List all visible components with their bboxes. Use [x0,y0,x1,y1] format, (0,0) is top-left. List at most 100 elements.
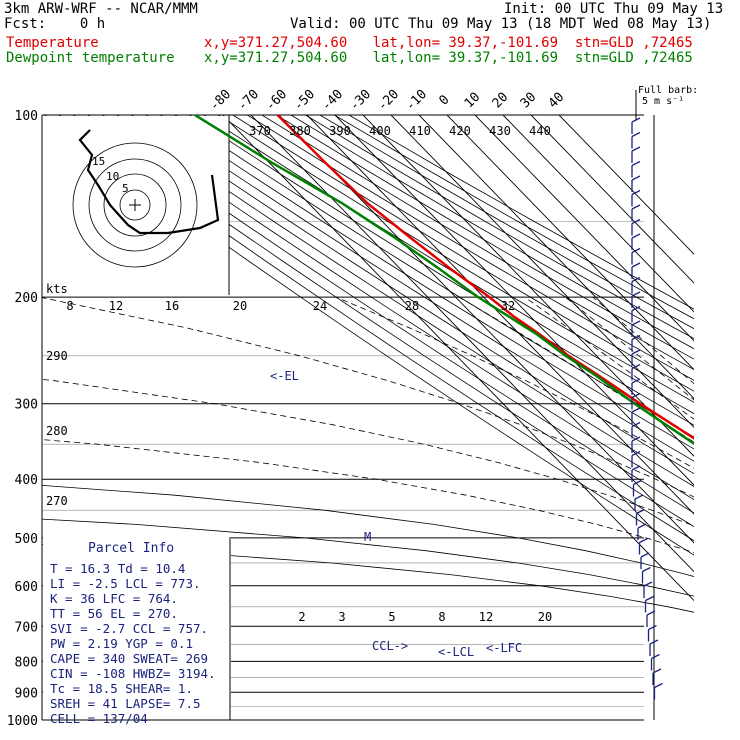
dry-adiabat-360 [203,115,694,415]
dry-adiabat-440 [319,115,694,330]
temperature-tick--30: -30 [347,87,374,114]
mixing-ratio-label-3: 3 [338,610,345,624]
wind-barb-feather [654,682,663,689]
dry-adiabat-310 [131,115,694,475]
dry-adiabat-320 [145,115,694,462]
wind-barb-feather [639,537,648,544]
isotherm--80 [222,115,694,602]
theta-label-410: 410 [409,124,431,138]
wind-barb-feather [631,117,641,123]
hodograph-speed-label-28: 28 [405,299,419,313]
wind-barb-feather [631,421,641,428]
pressure-label-200: 200 [15,291,38,306]
pressure-label-300: 300 [15,398,38,413]
wind-barb-feather [631,247,641,254]
wind-barb-feather [631,349,641,355]
wind-barb-feather [643,581,653,587]
hodograph-speed-label-8: 8 [66,299,73,313]
dry-adiabat-340 [174,115,694,438]
dry-adiabat-370 [218,115,694,403]
theta-e-label-290: 290 [46,349,68,363]
sounding-series [194,115,694,446]
isotherm-30 [530,115,694,284]
wind-barb-feather [652,668,662,674]
parcel-info-row: CAPE = 340 SWEAT= 269 [50,651,208,666]
wind-barb-feather [631,233,641,239]
moist-adiabat-10 [42,297,694,498]
dry-adiabat-280 [87,115,694,514]
wind-barb-feather [631,146,641,152]
parcel-panel-background [43,537,231,719]
mixing-ratio-label-8: 8 [438,610,445,624]
wind-barb-feather [634,494,644,500]
isotherm--60 [278,115,694,544]
hodograph-ring-2 [88,158,182,252]
wind-barb-feather [649,639,659,645]
hodograph-ring-label-5: 5 [122,182,129,195]
isotherm--20 [390,115,694,428]
mixing-ratio-label-2: 2 [298,610,305,624]
theta-label-430: 430 [489,124,511,138]
temperature-tick--10: -10 [403,87,430,114]
hodograph-ring-1 [103,173,167,237]
wind-barb-feather [651,653,660,660]
temperature-tick--20: -20 [375,87,402,114]
isotherm--10 [418,115,694,400]
wind-barb-feather [631,334,641,341]
moist-adiabat-lines [42,296,694,720]
theta-label-400: 400 [369,124,391,138]
moist-adiabat-6 [42,378,694,527]
isotherm-40 [558,115,694,255]
moist-adiabat-14 [335,296,694,469]
wind-barb-feather [642,566,651,573]
valid-time: Valid: 00 UTC Thu 09 May 13 (18 MDT Wed … [290,16,712,32]
hodograph-unit-label: kts [46,282,68,296]
parcel-info-row: TT = 56 EL = 270. [50,606,178,621]
temperature-tick--70: -70 [235,87,262,114]
wind-barb-feather [648,624,657,631]
temperature-location: x,y=371.27,504.60 lat,lon= 39.37,-101.69… [204,35,693,51]
parcel-info-panel: Parcel Info T = 16.3 Td = 10.4LI = -2.5 L… [43,537,231,726]
wind-barbs: Full barb:5 m s⁻¹ [631,85,698,700]
lfc-annotation: <-LFC [486,641,522,655]
dry-adiabat-250 [44,115,694,556]
wind-barb-feather [631,262,641,268]
wind-legend-value: 5 m s⁻¹ [642,96,684,107]
lcl-annotation: <-LCL [438,645,474,659]
wind-barb-feather [631,378,641,384]
hodograph-speed-label-12: 12 [109,299,123,313]
mixing-ratio-label-20: 20 [538,610,552,624]
isotherm--30 [362,115,694,457]
theta-e-label-280: 280 [46,424,68,438]
wind-barb-feather [631,160,641,167]
temperature-tick-30: 30 [518,90,540,112]
temperature-tick--40: -40 [319,87,346,114]
pressure-label-500: 500 [15,532,38,547]
theta-label-440: 440 [529,124,551,138]
wind-barb-feather [633,479,642,486]
hodograph-speed-label-24: 24 [313,299,327,313]
moist-adiabat-30 [592,296,694,385]
pressure-label-400: 400 [15,473,38,488]
isotherm--40 [334,115,694,486]
wind-barb-feather [631,291,641,297]
theta-label-420: 420 [449,124,471,138]
parcel-info-row: CELL = 137/04 [50,711,148,726]
wind-barb-feather [640,552,650,558]
pressure-label-600: 600 [15,580,38,595]
parcel-info-row: SREH = 41 LAPSE= 7.5 [50,696,201,711]
pressure-label-700: 700 [15,620,38,635]
dewpoint-line [194,115,694,446]
wind-barb-feather [631,131,641,138]
temperature-legend: Temperature [6,35,99,51]
moist-adiabat-18 [458,296,694,443]
wind-barb-feather [631,218,641,225]
dry-adiabat-300 [116,115,694,487]
theta-e-label-270: 270 [46,494,68,508]
wind-barb-feather [631,465,641,471]
temperature-tick--60: -60 [263,87,290,114]
dry-adiabat-330 [160,115,694,450]
